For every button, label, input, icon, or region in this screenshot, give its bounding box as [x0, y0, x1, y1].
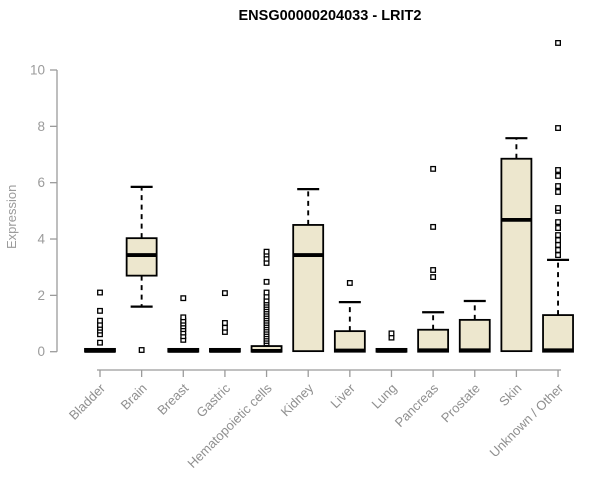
outlier-point — [555, 183, 561, 190]
outlier-point — [180, 314, 187, 321]
x-tick-label: Skin — [496, 381, 524, 409]
outlier-point — [555, 219, 561, 226]
x-tick-label: Prostate — [438, 381, 483, 426]
outlier-point — [555, 125, 561, 131]
outlier-point — [555, 167, 561, 173]
box-group — [500, 137, 533, 353]
y-tick-label: 4 — [37, 232, 45, 247]
outlier-point — [555, 205, 561, 211]
box-group — [542, 40, 574, 353]
y-tick-label: 0 — [37, 344, 45, 359]
outlier-point — [97, 307, 103, 314]
x-tick-label: Pancreas — [392, 380, 442, 430]
outlier-point — [263, 278, 270, 285]
outlier-point — [221, 320, 228, 326]
x-tick-label: Gastric — [193, 380, 233, 420]
x-tick-label: Brain — [118, 381, 150, 413]
outlier-point — [430, 267, 437, 273]
outlier-point — [555, 232, 561, 239]
box-group — [167, 295, 200, 353]
box-group — [125, 185, 158, 353]
chart-title: ENSG00000204033 - LRIT2 — [238, 8, 422, 24]
outlier-point — [555, 225, 561, 231]
outlier-point — [97, 317, 103, 324]
outlier-point — [138, 347, 145, 353]
x-tick-label: Lung — [369, 381, 400, 412]
y-tick-label: 10 — [30, 63, 45, 78]
outlier-point — [555, 252, 561, 259]
y-tick-label: 8 — [37, 119, 45, 134]
y-tick-label: 2 — [37, 288, 45, 303]
outlier-point — [221, 290, 228, 297]
x-tick-label: Liver — [327, 380, 358, 411]
x-tick-label: Breast — [154, 380, 191, 417]
outlier-point — [555, 189, 561, 195]
x-tick-label: Bladder — [66, 380, 109, 423]
outlier-point — [263, 289, 270, 296]
box — [458, 318, 491, 353]
outlier-point — [555, 241, 561, 248]
x-tick-label: Kidney — [278, 380, 317, 419]
outlier-point — [180, 295, 187, 302]
box — [292, 224, 325, 353]
outlier-point — [97, 339, 103, 346]
box — [542, 314, 574, 353]
outlier-point — [430, 223, 437, 230]
outlier-point — [346, 280, 353, 286]
box-group — [84, 289, 116, 353]
outlier-point — [263, 248, 270, 255]
outlier-point — [430, 165, 437, 172]
outlier-point — [388, 330, 395, 337]
outlier-point — [430, 274, 437, 280]
box-group — [250, 248, 283, 353]
box-group — [375, 330, 408, 353]
outlier-point — [555, 172, 561, 179]
outlier-point — [221, 324, 228, 331]
outlier-point — [555, 247, 561, 253]
box-group — [458, 299, 491, 353]
box-group — [417, 165, 450, 353]
box — [333, 330, 366, 353]
box-group — [209, 290, 241, 353]
outlier-point — [555, 40, 561, 46]
x-tick-label: Unknown / Other — [487, 380, 567, 460]
outlier-point — [97, 289, 103, 296]
box-group — [333, 280, 366, 353]
outlier-point — [555, 237, 561, 244]
box-group — [292, 188, 325, 353]
box — [500, 157, 533, 353]
y-tick-label: 6 — [37, 175, 45, 190]
